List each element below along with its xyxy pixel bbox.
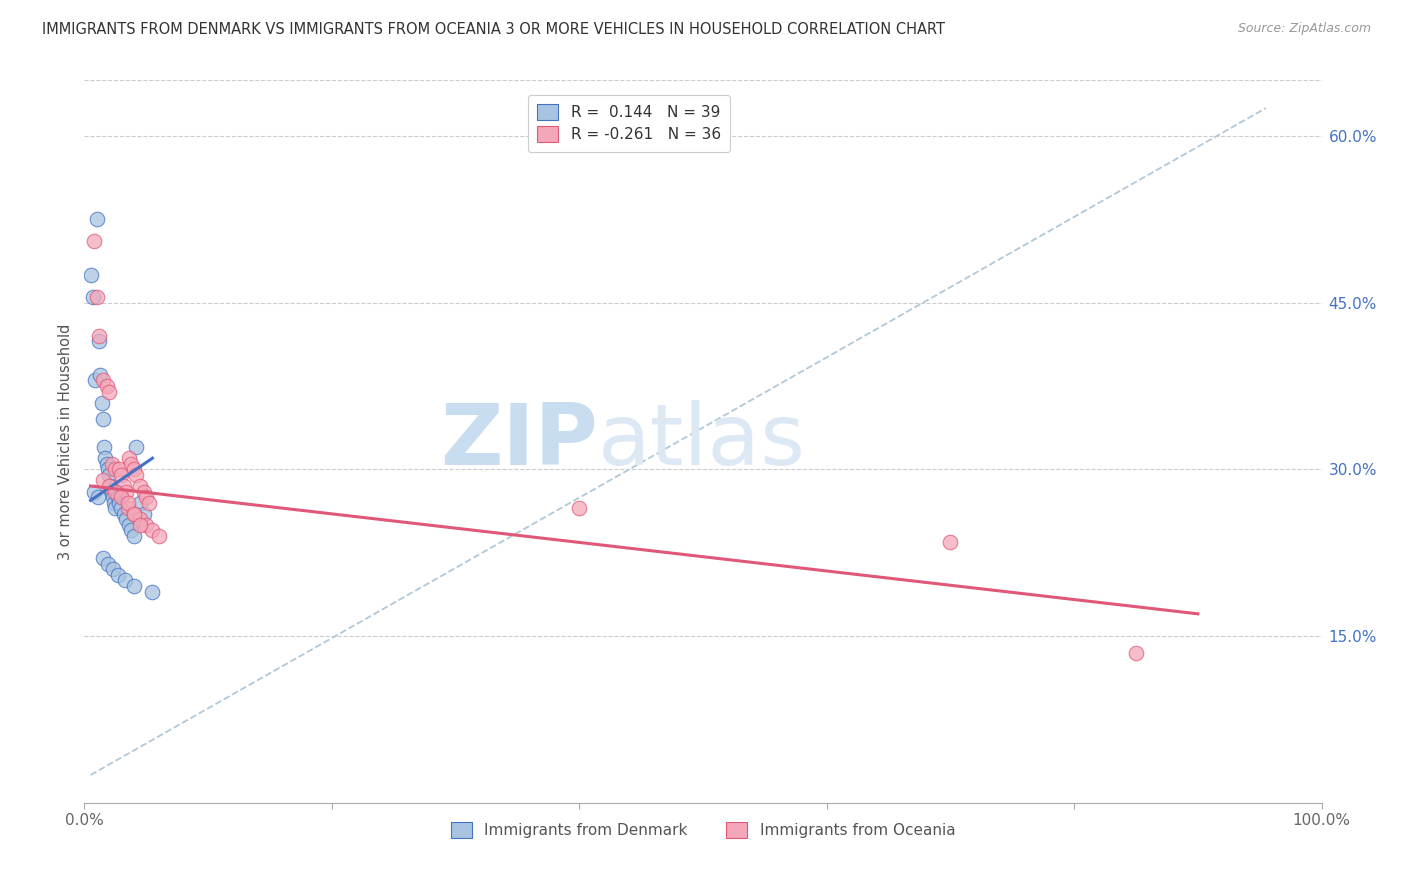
Point (86, 212, 108, 227)
Point (90, 395, 112, 409)
Point (125, 440, 148, 454)
Point (115, 484, 138, 499)
Point (79, 268, 101, 282)
Point (110, 467, 132, 482)
Point (83, 235, 105, 249)
Text: Source: ZipAtlas.com: Source: ZipAtlas.com (1237, 22, 1371, 36)
Point (148, 529, 170, 543)
Point (120, 457, 142, 471)
Point (89, 368, 111, 382)
Point (117, 501, 139, 516)
Point (122, 462, 145, 476)
Text: atlas: atlas (598, 400, 806, 483)
Point (115, 512, 138, 526)
Point (96, 379, 118, 393)
Point (141, 584, 163, 599)
Point (132, 507, 155, 521)
Point (94, 451, 117, 466)
Point (107, 490, 129, 504)
Point (120, 524, 142, 538)
Point (98, 479, 121, 493)
Point (110, 501, 132, 516)
Point (117, 496, 139, 510)
Point (83, 484, 105, 499)
Point (105, 484, 128, 499)
Point (93, 440, 115, 454)
Point (97, 462, 120, 476)
Text: ZIP: ZIP (440, 400, 598, 483)
Point (89, 334, 111, 349)
Point (98, 384, 121, 399)
Point (138, 496, 160, 510)
Point (91, 551, 114, 566)
Point (125, 467, 148, 482)
Point (84, 373, 107, 387)
Point (112, 479, 135, 493)
Point (122, 529, 145, 543)
Point (112, 507, 135, 521)
Point (91, 373, 114, 387)
Point (110, 490, 132, 504)
Point (568, 501, 591, 516)
Point (135, 490, 157, 504)
Y-axis label: 3 or more Vehicles in Household: 3 or more Vehicles in Household (58, 324, 73, 559)
Point (82, 290, 104, 304)
Point (96, 457, 118, 471)
Point (100, 484, 122, 499)
Point (122, 579, 145, 593)
Point (108, 462, 131, 476)
Point (122, 507, 145, 521)
Point (86, 290, 108, 304)
Point (939, 534, 962, 549)
Point (98, 467, 121, 482)
Point (89, 329, 111, 343)
Point (135, 517, 157, 532)
Point (104, 462, 127, 476)
Point (87, 490, 110, 504)
Point (91, 474, 114, 488)
Point (118, 517, 141, 532)
Text: IMMIGRANTS FROM DENMARK VS IMMIGRANTS FROM OCEANIA 3 OR MORE VEHICLES IN HOUSEHO: IMMIGRANTS FROM DENMARK VS IMMIGRANTS FR… (42, 22, 945, 37)
Legend: Immigrants from Denmark, Immigrants from Oceania: Immigrants from Denmark, Immigrants from… (443, 814, 963, 846)
Point (103, 496, 125, 510)
Point (141, 524, 163, 538)
Point (129, 517, 152, 532)
Point (122, 507, 145, 521)
Point (118, 451, 141, 466)
Point (101, 490, 124, 504)
Point (108, 496, 131, 510)
Point (101, 562, 124, 576)
Point (132, 484, 155, 499)
Point (100, 457, 122, 471)
Point (91, 412, 114, 426)
Point (97, 557, 120, 571)
Point (129, 496, 152, 510)
Point (129, 479, 152, 493)
Point (129, 512, 152, 526)
Point (1125, 646, 1147, 660)
Point (98, 479, 121, 493)
Point (114, 574, 136, 588)
Point (107, 568, 129, 582)
Point (104, 484, 127, 499)
Point (104, 501, 127, 516)
